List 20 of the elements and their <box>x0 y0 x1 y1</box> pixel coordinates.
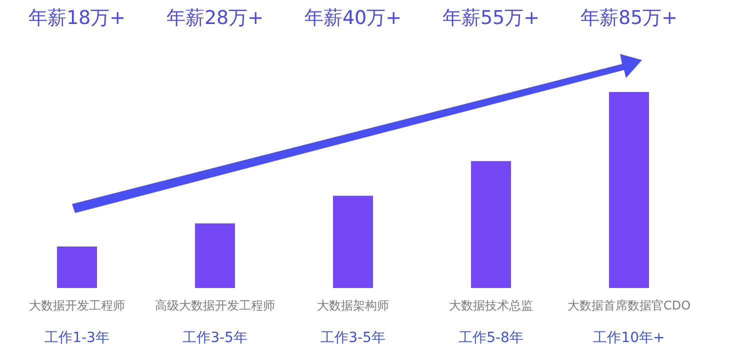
data-label: 年薪55万+ <box>442 7 540 29</box>
x-tick-label: 大数据技术总监 <box>449 298 533 312</box>
text: 工作10年+ <box>593 330 665 346</box>
bar <box>608 92 650 288</box>
data-label: 年薪28万+ <box>166 7 264 29</box>
x-tick-label: 高级大数据开发工程师 <box>155 298 275 312</box>
data-label: 年薪85万+ <box>580 7 678 29</box>
x-tick-label: 大数据开发工程师 <box>29 298 125 312</box>
text: 工作3-5年 <box>320 330 386 346</box>
x-tick-label: 大数据首席数据官CDO <box>567 298 691 312</box>
data-label: 年薪40万+ <box>304 7 402 29</box>
data-label: 年薪18万+ <box>28 7 126 29</box>
bar <box>194 223 236 288</box>
text: 工作3-5年 <box>182 330 248 346</box>
x-tick-label: 大数据架构师 <box>317 298 389 312</box>
text: 工作1-3年 <box>44 330 110 346</box>
text: 工作5-8年 <box>458 330 524 346</box>
bar <box>332 196 374 288</box>
bar <box>56 246 98 288</box>
bar <box>470 161 512 288</box>
